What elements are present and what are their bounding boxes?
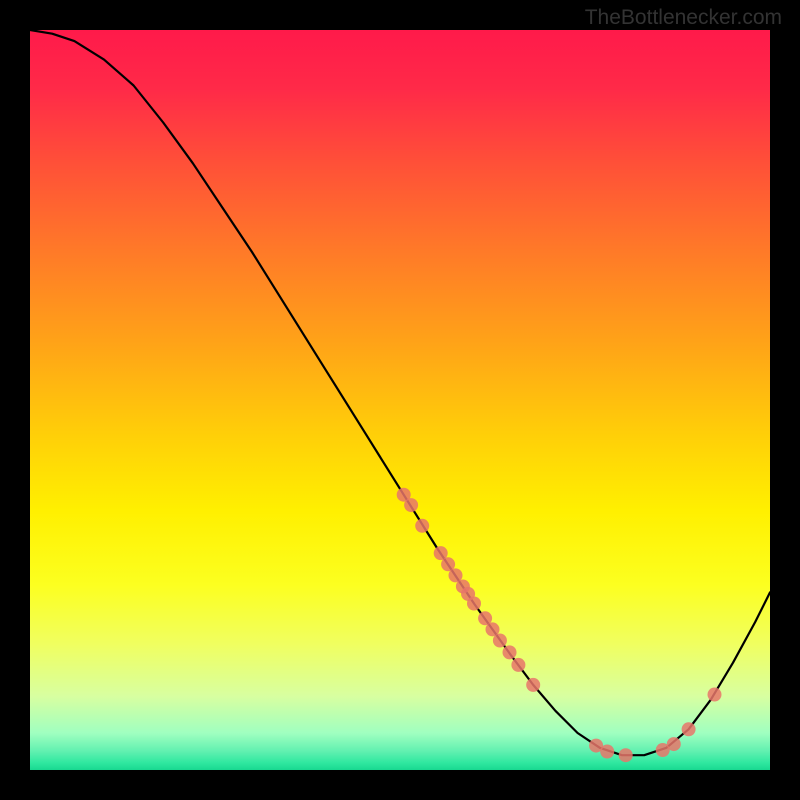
data-marker — [404, 498, 418, 512]
data-marker — [682, 722, 696, 736]
data-marker — [467, 597, 481, 611]
data-marker — [600, 745, 614, 759]
watermark-text: TheBottlenecker.com — [585, 6, 782, 30]
data-markers — [397, 488, 722, 762]
data-marker — [667, 737, 681, 751]
bottleneck-curve — [30, 30, 770, 755]
plot-area — [30, 30, 770, 770]
data-marker — [619, 748, 633, 762]
chart-overlay — [30, 30, 770, 770]
data-marker — [493, 634, 507, 648]
data-marker — [503, 645, 517, 659]
data-marker — [526, 678, 540, 692]
data-marker — [511, 658, 525, 672]
chart-container: TheBottlenecker.com — [0, 0, 800, 800]
data-marker — [415, 519, 429, 533]
data-marker — [708, 688, 722, 702]
